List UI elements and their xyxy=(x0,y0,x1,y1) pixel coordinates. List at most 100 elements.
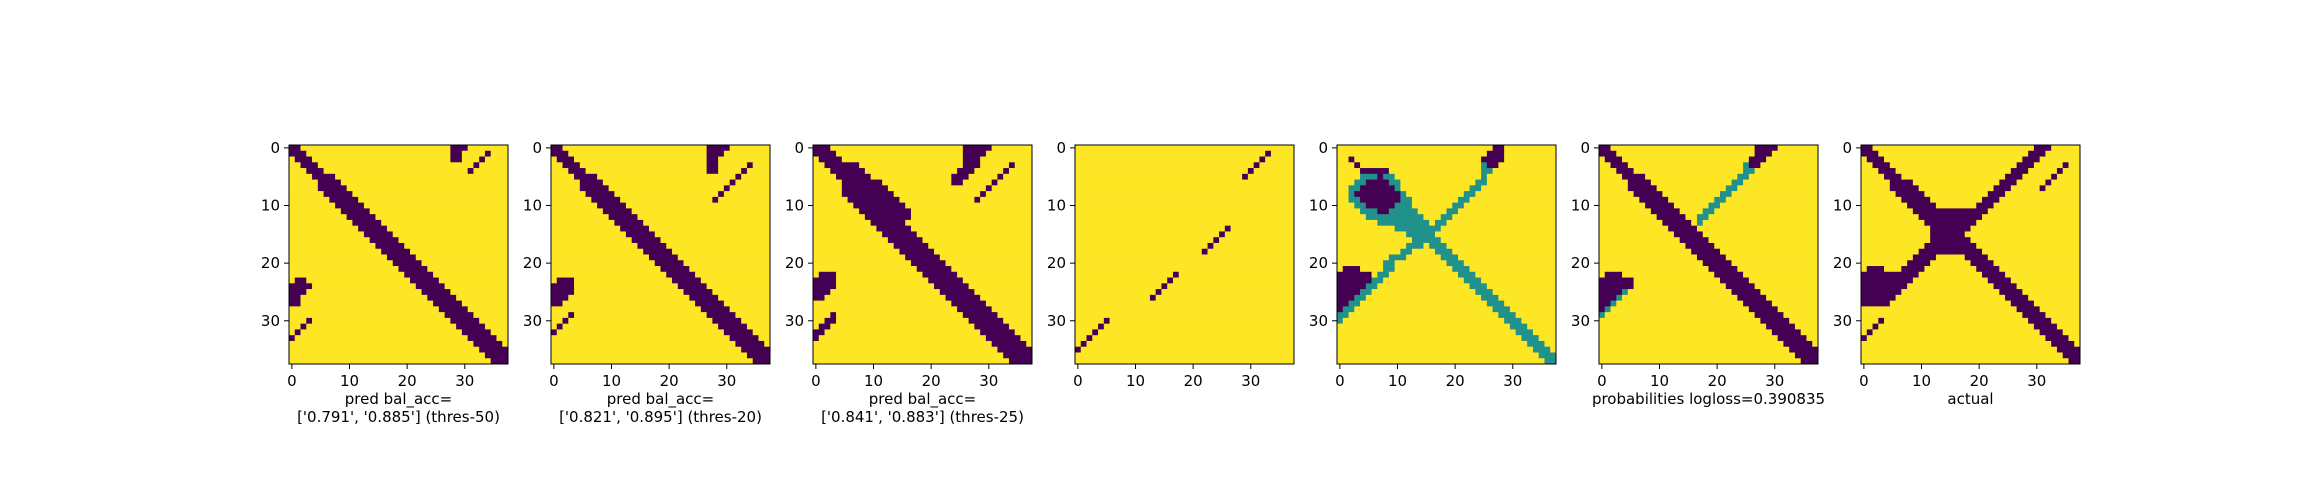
heatmap-cell-run xyxy=(1930,231,1966,238)
heatmap-cell-run xyxy=(1337,145,1493,152)
heatmap-cell-run xyxy=(718,156,771,163)
heatmap-cell-run xyxy=(1907,283,1994,290)
heatmap-cell-run xyxy=(1434,219,1447,227)
x-tick-label: 20 xyxy=(922,372,941,390)
heatmap-cell-run xyxy=(1337,323,1511,330)
heatmap-cell-run xyxy=(1354,294,1367,301)
heatmap-cell-run xyxy=(882,231,918,238)
heatmap-cell-run xyxy=(2005,173,2023,180)
heatmap-cell-run xyxy=(1075,289,1157,296)
heatmap-cell-run xyxy=(1861,219,1925,227)
heatmap-cell-run xyxy=(1861,168,1879,175)
heatmap-cell-run xyxy=(1622,156,1750,163)
heatmap-cell-run xyxy=(1668,196,1715,203)
heatmap-cell-run xyxy=(1599,219,1663,227)
heatmap-cell-run xyxy=(1075,340,1082,348)
heatmap-cell-run xyxy=(1337,271,1372,278)
heatmap-cell-run xyxy=(2022,156,2041,163)
heatmap-cell-run xyxy=(289,173,313,180)
heatmap-cell-run xyxy=(1486,283,1557,290)
heatmap-cell-run xyxy=(813,214,866,221)
heatmap-cell-run xyxy=(1020,335,1033,342)
heatmap-cell-run xyxy=(813,242,895,250)
heatmap-cell-run xyxy=(1515,329,1534,336)
heatmap-cell-run xyxy=(813,202,854,209)
y-tick-label: 30 xyxy=(785,312,804,330)
heatmap-cell-run xyxy=(1861,242,1925,250)
heatmap-cell-run xyxy=(1702,219,1819,227)
heatmap-cell-run xyxy=(1544,340,1557,348)
heatmap-cell-run xyxy=(1440,214,1453,221)
heatmap-cell-run xyxy=(556,277,575,284)
heatmap-cell-run xyxy=(1622,289,1629,296)
heatmap-cell-run xyxy=(1406,254,1442,261)
y-tick-label: 0 xyxy=(1318,139,1328,157)
heatmap-cell-run xyxy=(1599,346,1790,353)
heatmap-cell-run xyxy=(824,294,946,301)
heatmap-cell-run xyxy=(386,254,417,261)
heatmap-cell-run xyxy=(1737,294,1767,301)
heatmap-cell-run xyxy=(312,156,451,163)
heatmap-cell-run xyxy=(562,300,696,307)
heatmap-cell-run xyxy=(289,208,342,215)
heatmap-cell-run xyxy=(1172,271,1180,278)
heatmap-cell-run xyxy=(637,242,667,250)
heatmap-cell-run xyxy=(962,312,998,319)
x-tick-label: 30 xyxy=(1765,372,1784,390)
heatmap-cell-run xyxy=(1481,168,1493,175)
heatmap-cell-run xyxy=(289,237,371,244)
heatmap-cell-run xyxy=(2016,306,2041,313)
heatmap-cell-run xyxy=(1662,219,1692,227)
heatmap-cell-run xyxy=(2045,335,2069,342)
heatmap-cell-run xyxy=(1411,196,1459,203)
heatmap-cell-run xyxy=(1616,150,1755,157)
heatmap-cell-run xyxy=(1360,266,1384,273)
heatmap-cell-run xyxy=(473,168,509,175)
y-tick-label: 30 xyxy=(261,312,280,330)
x-tick-label: 20 xyxy=(1970,372,1989,390)
heatmap-cell-run xyxy=(375,242,405,250)
heatmap-cell-run xyxy=(1337,266,1344,273)
heatmap-cell-run xyxy=(1463,277,1482,284)
heatmap-cell-run xyxy=(456,294,509,301)
axes-frame xyxy=(812,144,1033,365)
heatmap-cell-run xyxy=(551,185,581,192)
heatmap-cell-run xyxy=(1912,208,1989,215)
heatmap-cell-run xyxy=(1861,358,2069,365)
heatmap-cell-run xyxy=(306,150,451,157)
heatmap-cell-run xyxy=(813,237,889,244)
heatmap-cell-run xyxy=(1604,312,1755,319)
heatmap-cell-run xyxy=(597,202,627,209)
heatmap-cell-run xyxy=(813,266,918,273)
heatmap-cell-run xyxy=(1789,317,1819,324)
heatmap-cell-run xyxy=(2039,185,2046,192)
heatmap-cell-run xyxy=(1901,266,1925,273)
heatmap-cell-run xyxy=(723,150,771,157)
heatmap-cell-run xyxy=(289,358,492,365)
heatmap-cell-run xyxy=(1388,168,1482,175)
heatmap-cell-run xyxy=(1469,266,1557,273)
heatmap-cell-run xyxy=(1766,294,1819,301)
heatmap-cell-run xyxy=(306,317,313,324)
heatmap-cell-run xyxy=(2056,346,2081,353)
x-axis-label: pred bal_acc= xyxy=(607,390,715,409)
heatmap-cell-run xyxy=(1075,294,1151,301)
heatmap-cell-run xyxy=(654,260,684,267)
heatmap-cell-run xyxy=(1599,185,1629,192)
heatmap-cell-run xyxy=(1178,271,1295,278)
x-tick-label: 10 xyxy=(1912,372,1931,390)
heatmap-cell-run xyxy=(614,219,644,227)
heatmap-cell-run xyxy=(735,312,771,319)
heatmap-cell-run xyxy=(997,173,1004,180)
heatmap-cell-run xyxy=(1337,312,1349,319)
heatmap-cell-run xyxy=(1783,312,1819,319)
heatmap-cell-run xyxy=(864,168,958,175)
heatmap-cell-run xyxy=(813,191,843,198)
x-tick-label: 10 xyxy=(340,372,359,390)
heatmap-cell-run xyxy=(870,173,952,180)
heatmap-cell-run xyxy=(1337,277,1372,284)
heatmap-cell-run xyxy=(2062,352,2081,359)
heatmap-cell-run xyxy=(1354,162,1361,169)
heatmap-cell-run xyxy=(660,237,771,244)
